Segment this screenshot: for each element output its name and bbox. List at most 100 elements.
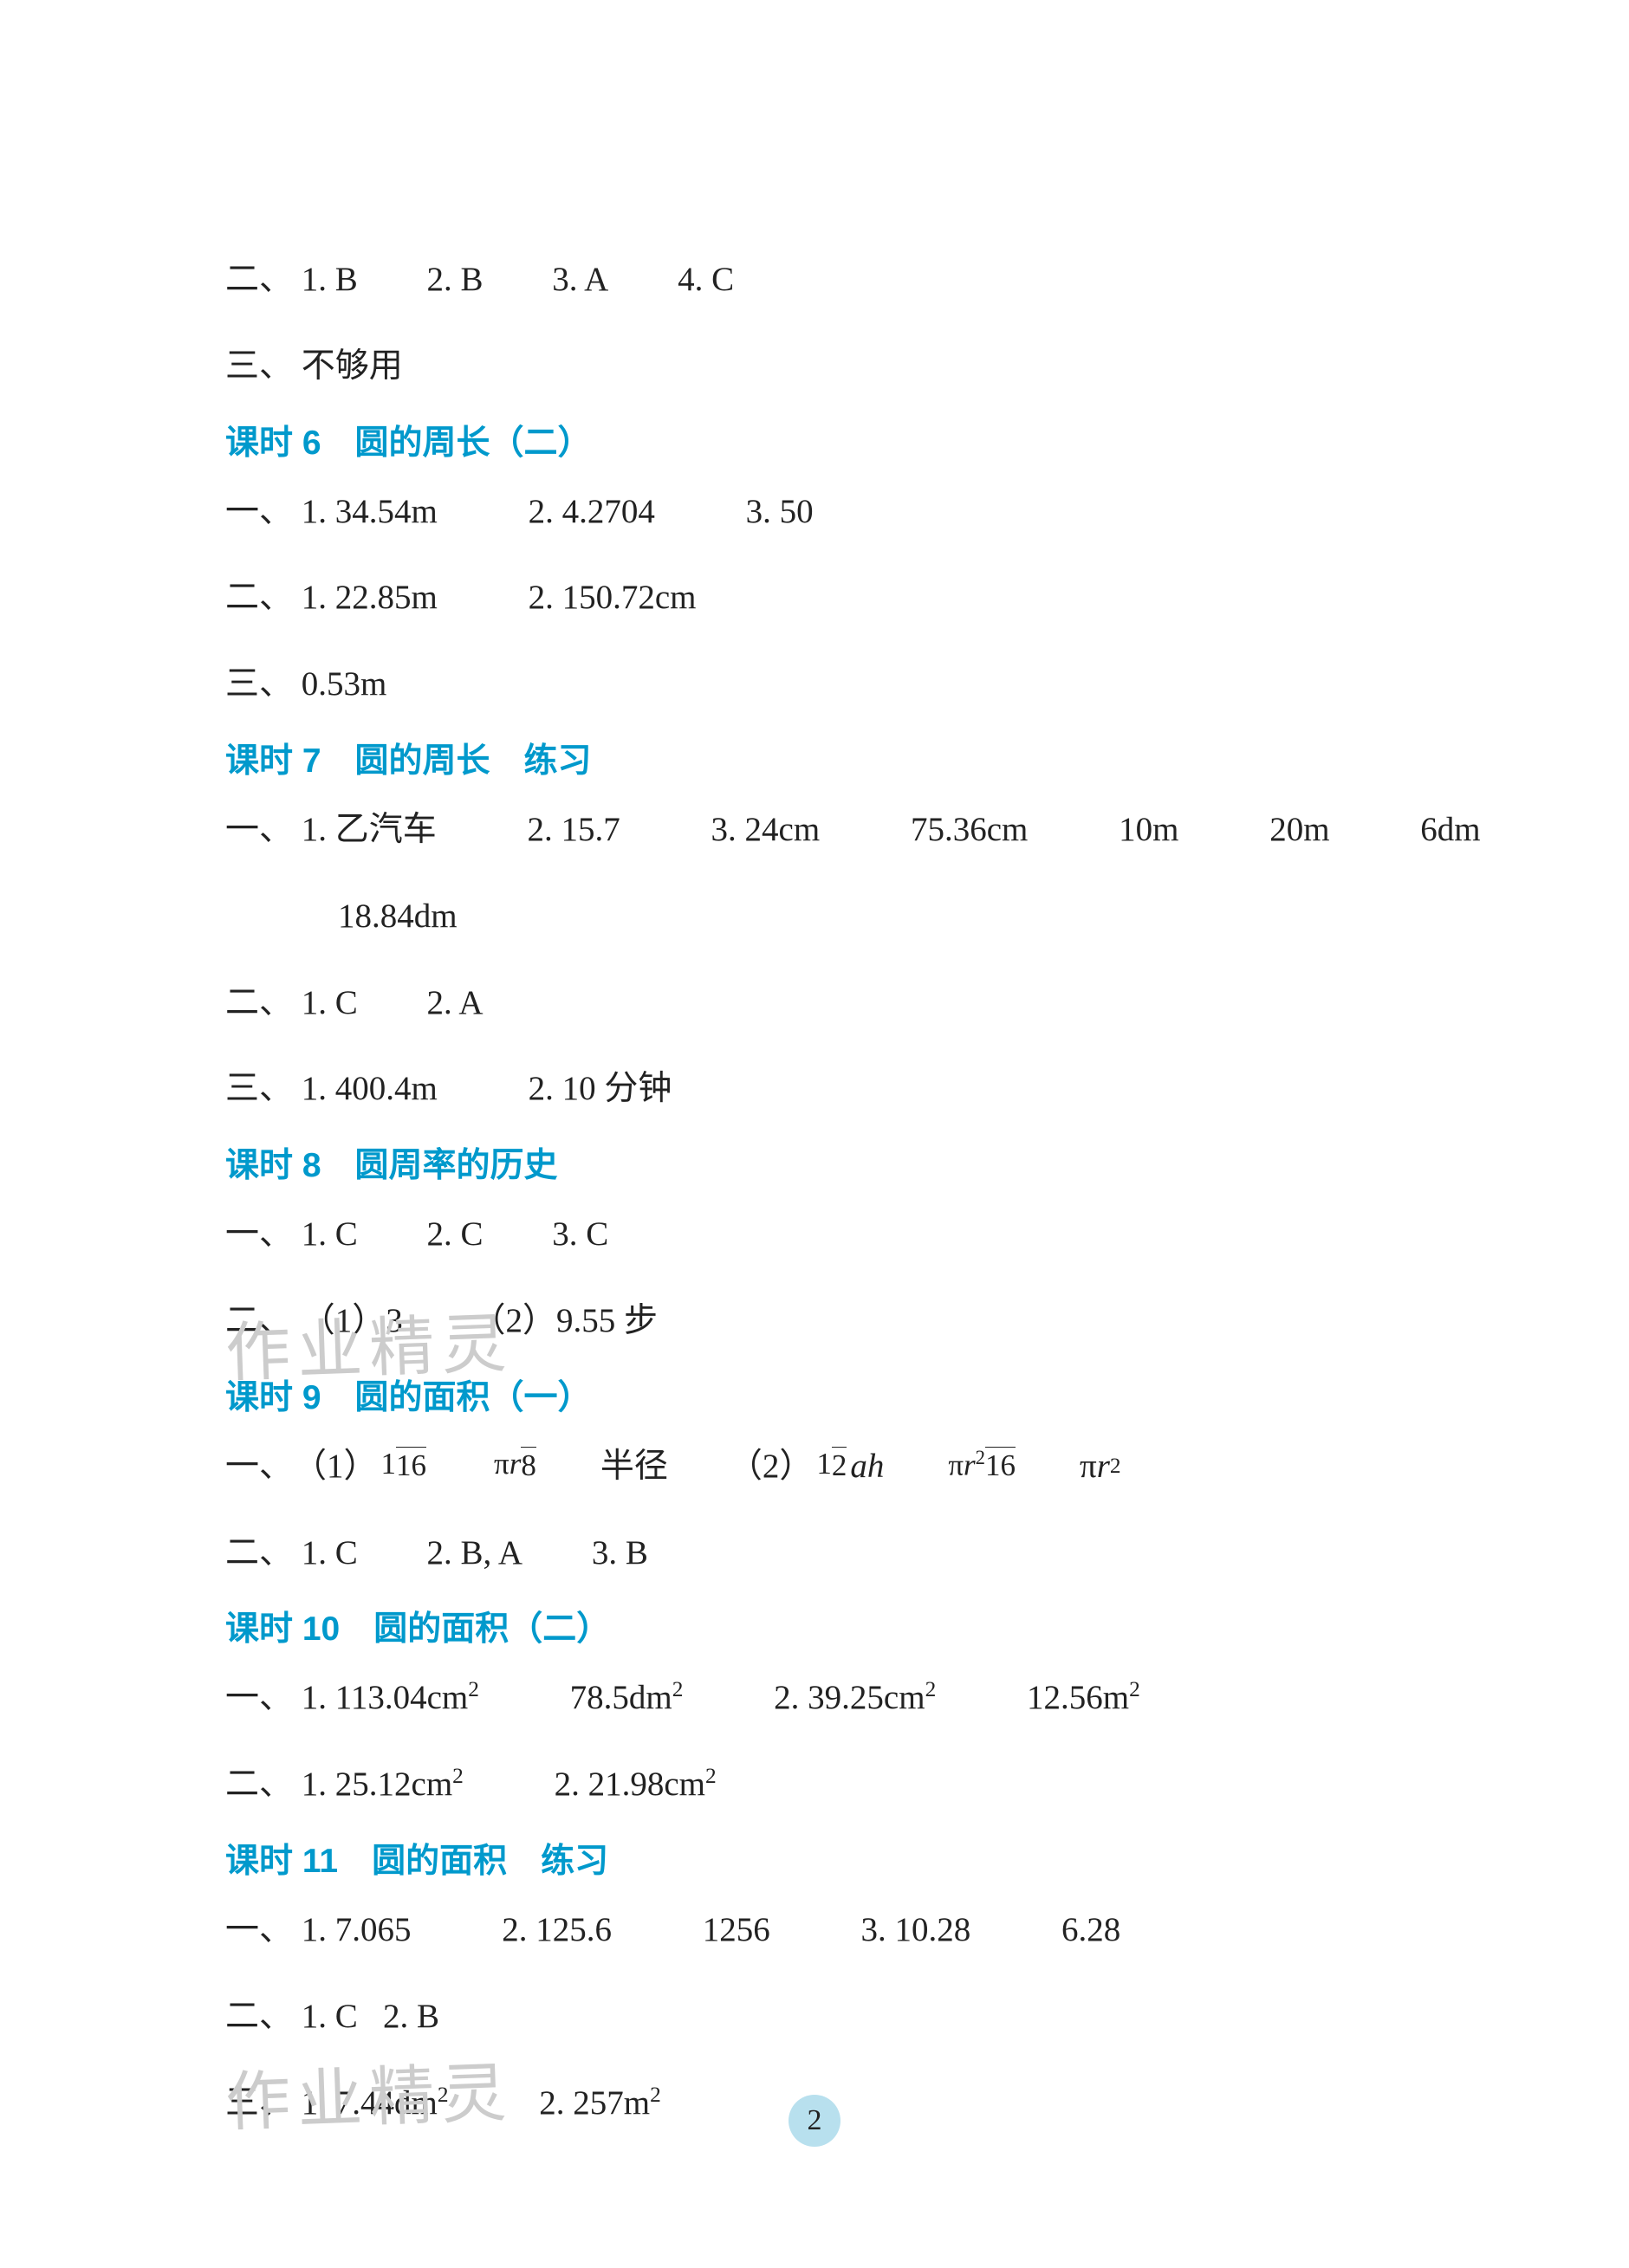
numerator: πr2 [948,1447,985,1482]
answer-item: 78.5dm2 [570,1679,684,1716]
section-prefix: 二、 [225,1998,293,2035]
answer-line: 一、 1. 7.065 2. 125.6 1256 3. 10.28 6.28 [225,1893,1404,1967]
section-prefix: 一、 [225,493,293,530]
answer-item: 10m [1119,811,1178,848]
answer-item: 12.56m2 [1027,1679,1140,1716]
section-prefix: 三、 [225,347,293,385]
denominator: 2 [832,1447,847,1483]
answer-item: 1. 7.44dm2 [302,2084,449,2122]
section-prefix: 三、 [225,2084,293,2122]
answer-item: 1. 25.12cm2 [302,1766,464,1803]
answer-item: 3. B [592,1534,648,1571]
section-prefix: 一、 [225,1429,293,1504]
answer-item: 半径 [600,1429,668,1504]
answer-item: 3. A [552,261,608,298]
answer-item: 2. 39.25cm2 [774,1679,936,1716]
answer-item: 2. 4.2704 [529,493,655,530]
section-prefix: 二、 [225,579,293,616]
paren-label: （1） [293,1429,378,1504]
answer-item: 2. C [427,1215,484,1253]
answer-item: 3. 10.28 [861,1911,971,1948]
answer-item: πr2 [1080,1429,1121,1504]
answer-item: 1. 乙汽车 [302,811,437,848]
section-prefix: 一、 [225,811,293,848]
answer-item: 2. 125.6 [502,1911,612,1948]
answer-item: 2. 15.7 [528,811,620,848]
answer-item: 1. 400.4m [302,1070,438,1107]
answer-line: 二、 1. C 2. B [225,1980,1404,2054]
answer-item: 1. 113.04cm2 [302,1679,479,1716]
answer-item: 不够用 [302,347,403,385]
answer-item: （1）3 [302,1302,403,1339]
answer-line: 一、 1. 113.04cm2 78.5dm2 2. 39.25cm2 12.5… [225,1661,1404,1735]
math-tail: ah [850,1429,884,1504]
answer-line-continuation: 18.84dm [225,879,1404,954]
numerator: 1 [381,1448,397,1481]
answer-line: 一、 1. 乙汽车 2. 15.7 3. 24cm 75.36cm 10m 20… [225,793,1404,867]
answer-item: 3. 24cm [711,811,821,848]
answer-line: 二、 1. 25.12cm2 2. 21.98cm2 [225,1747,1404,1822]
answer-item: 2. B [427,261,484,298]
answer-item: 2. A [427,984,484,1021]
answer-item: 2. 10 分钟 [529,1070,672,1107]
answer-item: 2. 21.98cm2 [555,1766,717,1803]
answer-item: 1. 34.54m [302,493,438,530]
answer-item: 18.84dm [338,897,458,935]
answer-item: 4. C [678,261,734,298]
paren-label: （2） [729,1429,814,1504]
section-prefix: 二、 [225,1534,293,1571]
answer-item: 3. 50 [746,493,814,530]
numerator: πr [494,1448,521,1481]
answer-line-math: 一、 （1） 1 16 πr 8 半径 （2） 1 2 ah πr2 16 πr… [225,1429,1404,1504]
page-number-badge: 2 [789,2095,840,2147]
answer-item: 2. B [383,1998,439,2035]
answer-item: 1. C [302,1998,358,2035]
section-prefix: 一、 [225,1679,293,1716]
answer-line: 二、 1. B 2. B 3. A 4. C [225,243,1404,317]
answer-item: 2. B, A [427,1534,523,1571]
section-prefix: 二、 [225,984,293,1021]
answer-item: 1. 22.85m [302,579,438,616]
answer-item: 6dm [1420,811,1480,848]
answer-item: 0.53m [302,665,387,703]
answer-line: 二、 1. C 2. B, A 3. B [225,1516,1404,1591]
fraction: πr2 16 [948,1447,1016,1483]
denominator: 16 [396,1447,426,1483]
answer-line: 二、 1. 22.85m 2. 150.72cm [225,561,1404,635]
fraction: πr 8 [494,1447,536,1483]
section-prefix: 三、 [225,1070,293,1107]
answer-item: 1. 7.065 [302,1911,412,1948]
lesson-heading: 课时 10 圆的面积（二） [225,1602,1404,1650]
lesson-heading: 课时 11 圆的面积 练习 [225,1834,1404,1882]
section-prefix: 二、 [225,1766,293,1803]
lesson-heading: 课时 7 圆的周长 练习 [225,734,1404,782]
fraction: 1 16 [381,1447,427,1483]
lesson-heading: 课时 9 圆的面积（一） [225,1371,1404,1419]
answer-item: 3. C [552,1215,608,1253]
answer-line: 一、 1. C 2. C 3. C [225,1197,1404,1272]
answer-line: 二、 1. C 2. A [225,966,1404,1040]
answer-item: 6.28 [1061,1911,1120,1948]
lesson-heading: 课时 6 圆的周长（二） [225,416,1404,464]
answer-item: 1. B [302,261,358,298]
answer-item: 1. C [302,984,358,1021]
answer-item: 1. C [302,1215,358,1253]
answer-item: 20m [1269,811,1329,848]
answer-line: 三、 0.53m [225,647,1404,722]
answer-item: 2. 150.72cm [529,579,697,616]
fraction: 1 2 [816,1447,847,1483]
answer-line: 三、 1. 400.4m 2. 10 分钟 [225,1052,1404,1126]
answer-line: 二、 （1）3 （2）9.55 步 [225,1284,1404,1358]
lesson-heading: 课时 8 圆周率的历史 [225,1138,1404,1187]
section-prefix: 一、 [225,1911,293,1948]
answer-item: 2. 257m2 [539,2084,661,2122]
numerator: 1 [816,1448,832,1481]
section-prefix: 三、 [225,665,293,703]
answer-line: 一、 1. 34.54m 2. 4.2704 3. 50 [225,475,1404,549]
answer-line: 三、 不够用 [225,329,1404,404]
answer-item: 1256 [703,1911,770,1948]
answer-item: 75.36cm [911,811,1028,848]
section-prefix: 二、 [225,261,293,298]
answer-item: 1. C [302,1534,358,1571]
denominator: 8 [521,1447,536,1483]
